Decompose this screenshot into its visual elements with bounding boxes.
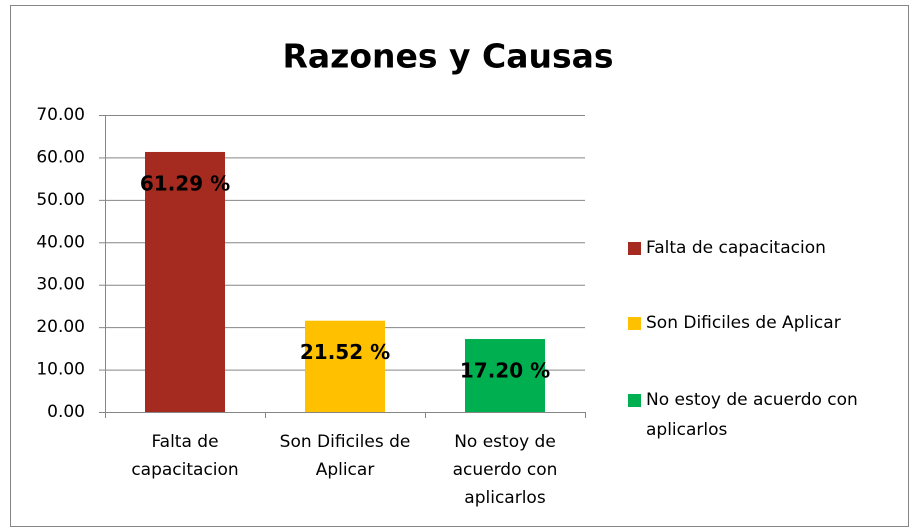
x-tick-label: No estoy de acuerdo con aplicarlos	[453, 432, 558, 508]
legend-label: Falta de capacitacion	[646, 238, 826, 258]
y-tick-label: 70.00	[36, 105, 85, 125]
chart-title: Razones y Causas	[282, 37, 613, 76]
y-tick-label: 10.00	[36, 360, 85, 380]
data-label: 17.20 %	[460, 359, 550, 383]
y-tick-label: 20.00	[36, 317, 85, 337]
legend-label: Son Dificiles de Aplicar	[646, 313, 841, 333]
legend-label: No estoy de acuerdo con aplicarlos	[646, 390, 858, 440]
y-tick-label: 40.00	[36, 232, 85, 252]
legend-swatch	[628, 394, 641, 407]
data-label: 61.29 %	[140, 171, 230, 195]
y-tick-label: 0.00	[47, 402, 85, 422]
legend-swatch	[628, 317, 641, 330]
y-tick-label: 30.00	[36, 275, 85, 295]
bar	[305, 320, 385, 412]
bar	[145, 151, 225, 412]
x-tick-label: Falta de capacitacion	[131, 432, 238, 480]
y-tick-label: 50.00	[36, 190, 85, 210]
x-tick-label: Son Dificiles de Aplicar	[280, 432, 411, 480]
y-tick-label: 60.00	[36, 147, 85, 167]
legend-swatch	[628, 242, 641, 255]
data-label: 21.52 %	[300, 340, 390, 364]
bar	[465, 339, 545, 412]
